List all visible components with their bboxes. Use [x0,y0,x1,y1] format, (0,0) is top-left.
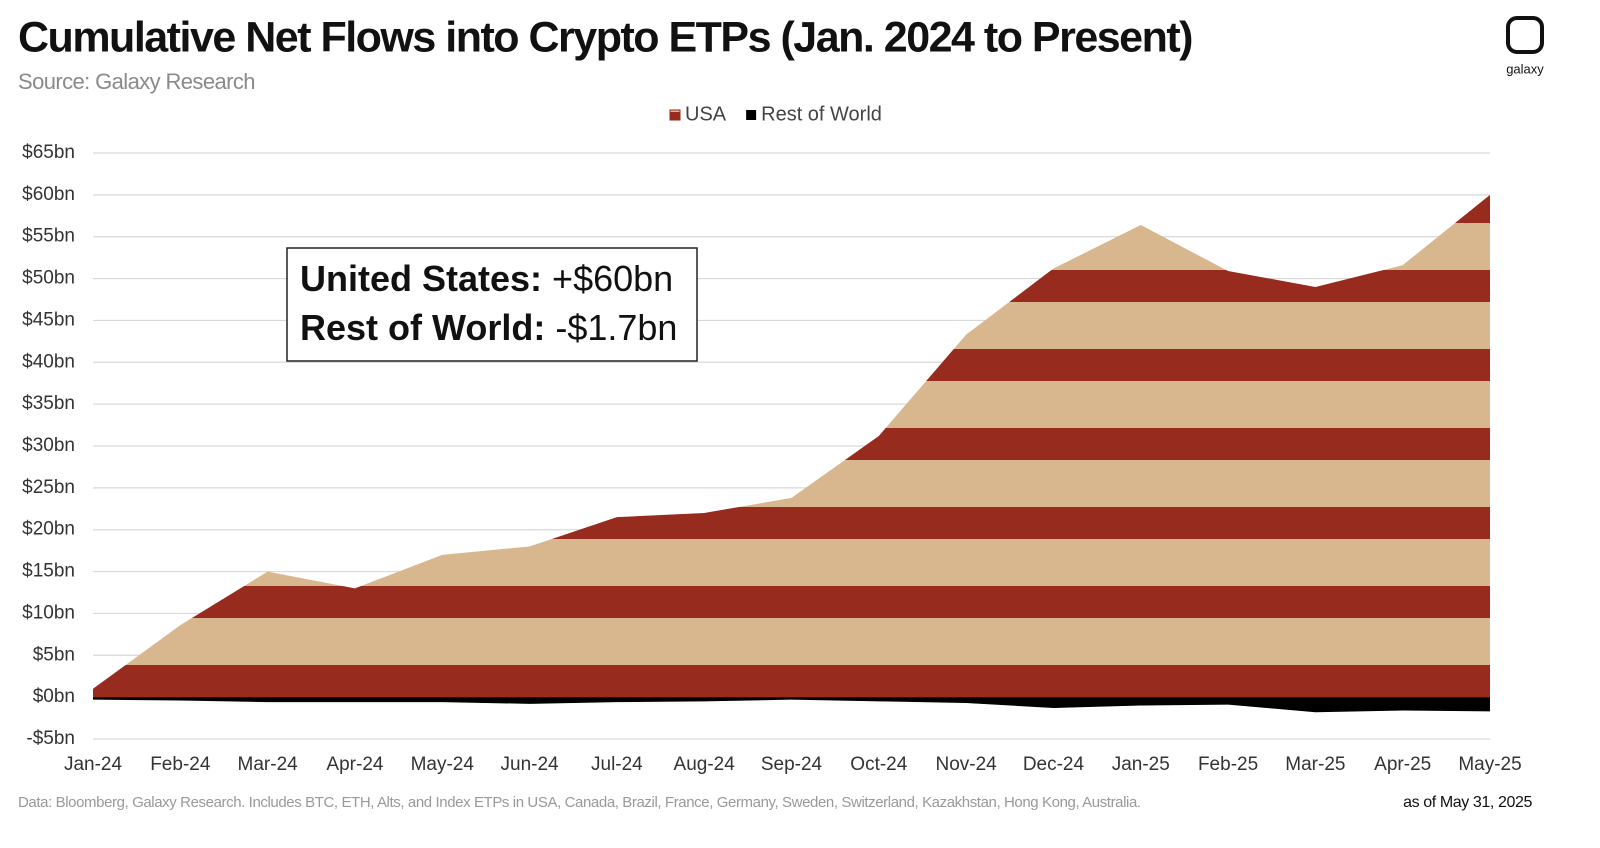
x-tick-label: Dec-24 [1023,754,1085,775]
x-tick-label: Apr-25 [1374,754,1431,775]
x-tick-label: Apr-24 [326,754,383,775]
annotation-box [286,247,698,362]
y-tick-label: $5bn [33,644,75,665]
y-tick-label: $35bn [22,393,75,414]
x-tick-label: Mar-24 [238,754,299,775]
legend-label: Rest of World [761,103,882,125]
y-tick-label: -$5bn [26,728,75,749]
x-tick-label: Jan-24 [64,754,123,775]
y-tick-label: $0bn [33,686,75,707]
y-tick-label: $25bn [22,477,75,498]
x-tick-label: Jul-24 [591,754,643,775]
area [93,697,1490,713]
date-note: as of May 31, 2025 [1403,794,1532,811]
x-tick-label: Mar-25 [1285,754,1345,775]
logo-icon [1506,16,1544,54]
y-tick-label: $15bn [22,561,75,582]
y-tick-label: $60bn [22,184,75,205]
x-tick-label: Sep-24 [761,754,823,775]
y-tick-label: $10bn [22,602,75,623]
x-tick-label: Feb-24 [150,754,211,775]
chart-title: Cumulative Net Flows into Crypto ETPs (J… [18,13,1192,61]
area [93,194,1490,698]
footnote: Data: Bloomberg, Galaxy Research. Includ… [18,794,1141,811]
x-tick-label: May-24 [411,754,475,775]
x-tick-label: Aug-24 [674,754,736,775]
annotation-label: Rest of World: [300,307,545,348]
annotation-text: +$60bn [552,258,673,299]
y-tick-label: $45bn [22,309,75,330]
y-tick-label: $30bn [22,435,75,456]
y-tick-label: $50bn [22,268,75,289]
x-tick-label: May-25 [1458,754,1521,775]
legend: USA Rest of World [669,103,882,125]
x-tick-label: Nov-24 [936,754,998,775]
legend-swatch [669,109,681,121]
y-tick-label: $40bn [22,351,75,372]
annotation: United States: +$60bn [300,258,673,299]
y-tick-label: $55bn [22,226,75,247]
x-tick-label: Jun-24 [501,754,560,775]
annotation: Rest of World: -$1.7bn [300,307,677,348]
x-tick-label: Feb-25 [1198,754,1258,775]
y-tick-label: $20bn [22,519,75,540]
logo-text: galaxy [1506,61,1544,76]
x-tick-label: Jan-25 [1112,754,1170,775]
annotation-label: United States: [300,258,542,299]
legend-label: USA [685,103,727,125]
legend-swatch [746,110,757,120]
y-tick-label: $65bn [22,142,75,163]
x-tick-label: Oct-24 [850,754,907,775]
annotation-text: -$1.7bn [555,307,677,348]
subtitle: Source: Galaxy Research [18,69,255,94]
